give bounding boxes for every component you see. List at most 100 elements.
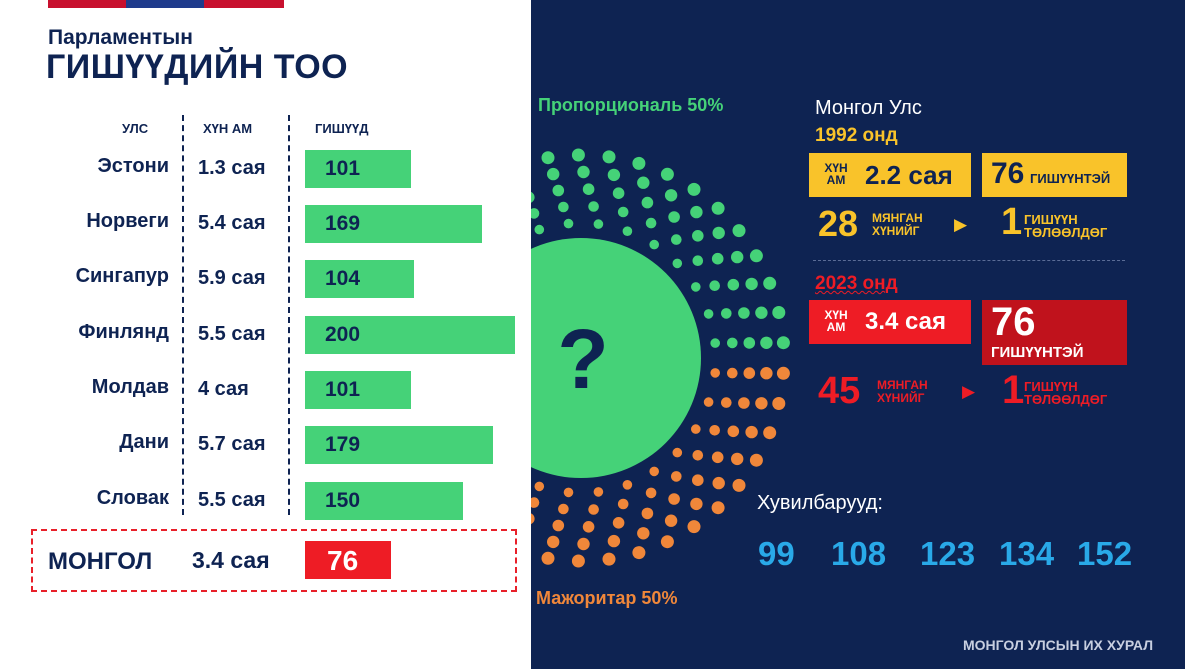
proportional-seat-dot bbox=[690, 205, 703, 219]
center-circle bbox=[531, 238, 701, 478]
majoritarian-seat-dot bbox=[687, 520, 701, 534]
proportional-seat-dot bbox=[660, 167, 674, 181]
pop-2023-value: 3.4 сая bbox=[865, 308, 947, 335]
ratio-2023-unit: МЯНГАН bbox=[877, 378, 928, 392]
page-subtitle: Парламентын bbox=[48, 26, 193, 49]
proportional-seat-dot bbox=[749, 249, 763, 263]
proportional-seat-dot bbox=[617, 206, 629, 218]
col-header-population: ХҮН АМ bbox=[203, 121, 253, 136]
members-1992-number: 76 bbox=[991, 157, 1025, 190]
variant-option: 152 bbox=[1077, 535, 1133, 572]
bar: 150 bbox=[305, 482, 463, 520]
population-label: 5.7 сая bbox=[198, 433, 266, 455]
majoritarian-seat-dot bbox=[534, 481, 545, 492]
country-label: Сингапур bbox=[75, 265, 169, 287]
rep-2023-number: 1 bbox=[1002, 368, 1025, 412]
pop-2023-label: ХҮН АМ bbox=[824, 308, 848, 334]
arrow-1992-icon: ▶ bbox=[954, 215, 968, 234]
proportional-seat-dot bbox=[547, 167, 560, 181]
majoritarian-seat-dot bbox=[547, 535, 560, 549]
majoritarian-seat-dot bbox=[692, 474, 704, 487]
proportional-seat-dot bbox=[738, 307, 750, 319]
majoritarian-seat-dot bbox=[745, 425, 758, 439]
proportional-seat-dot bbox=[732, 224, 746, 238]
country-label: Дани bbox=[119, 431, 169, 453]
col-header-members: ГИШҮҮД bbox=[315, 121, 369, 136]
majoritarian-seat-dot bbox=[632, 546, 646, 560]
majoritarian-seat-dot bbox=[690, 497, 703, 511]
ratio-1992-unit: МЯНГАН bbox=[872, 211, 923, 225]
year-1992-label: 1992 онд bbox=[815, 125, 898, 146]
majoritarian-seat-dot bbox=[649, 466, 659, 477]
bar-value-label: 104 bbox=[325, 267, 361, 290]
bar: 169 bbox=[305, 205, 482, 243]
country-label: Норвеги bbox=[86, 210, 169, 232]
proportional-seat-dot bbox=[712, 226, 725, 240]
majoritarian-seat-dot bbox=[711, 451, 724, 464]
variant-option: 108 bbox=[831, 535, 887, 572]
column-divider bbox=[182, 115, 184, 515]
proportional-seat-dot bbox=[563, 218, 574, 229]
bar: 200 bbox=[305, 316, 515, 354]
highlight-bar: 76 bbox=[305, 541, 391, 579]
column-divider bbox=[288, 115, 290, 515]
proportional-seat-dot bbox=[776, 336, 790, 350]
proportional-seat-dot bbox=[588, 201, 599, 212]
country-label: Финлянд bbox=[78, 321, 169, 343]
majoritarian-seat-dot bbox=[711, 501, 725, 515]
majoritarian-seat-dot bbox=[558, 503, 569, 515]
proportional-seat-dot bbox=[692, 255, 704, 266]
proportional-seat-dot bbox=[571, 148, 585, 162]
proportional-seat-dot bbox=[710, 338, 720, 348]
highlight-box bbox=[31, 529, 517, 592]
proportional-seat-dot bbox=[582, 183, 595, 195]
members-1992-word: ГИШҮҮНТЭЙ bbox=[1030, 171, 1111, 186]
proportional-seat-dot bbox=[558, 201, 569, 213]
proportional-seat-dot bbox=[672, 258, 683, 269]
majoritarian-seat-dot bbox=[703, 397, 714, 407]
proportional-seat-dot bbox=[637, 176, 650, 189]
bar-value-label: 101 bbox=[325, 378, 361, 401]
country-title: Монгол Улс bbox=[815, 97, 922, 119]
rep-2023-verb: ТӨЛӨӨЛДӨГ bbox=[1024, 392, 1108, 407]
proportional-seat-dot bbox=[763, 276, 777, 290]
highlight-value: 76 bbox=[327, 545, 359, 576]
proportional-seat-dot bbox=[687, 182, 701, 196]
bar: 101 bbox=[305, 150, 411, 188]
bar: 101 bbox=[305, 371, 411, 409]
population-label: 4 сая bbox=[198, 378, 249, 400]
seat-distribution-diagram: ? bbox=[531, 148, 790, 568]
proportional-seat-dot bbox=[607, 168, 621, 182]
proportional-seat-dot bbox=[743, 337, 756, 349]
proportional-seat-dot bbox=[745, 277, 758, 291]
page-title: ГИШҮҮДИЙН ТОО bbox=[46, 48, 349, 86]
members-1992-box: 76 ГИШҮҮНТЭЙ bbox=[982, 153, 1127, 197]
majoritarian-seat-dot bbox=[577, 537, 590, 551]
highlight-country: МОНГОЛ bbox=[48, 548, 153, 575]
majoritarian-label: Мажоритар 50% bbox=[536, 588, 678, 608]
population-label: 5.9 сая bbox=[198, 267, 266, 289]
proportional-seat-dot bbox=[691, 282, 701, 292]
ratio-1992-number: 28 bbox=[818, 203, 859, 244]
majoritarian-seat-dot bbox=[731, 452, 744, 466]
population-label: 5.5 сая bbox=[198, 489, 266, 511]
proportional-seat-dot bbox=[721, 308, 732, 319]
proportional-seat-dot bbox=[534, 224, 545, 235]
section-divider bbox=[813, 260, 1125, 261]
majoritarian-seat-dot bbox=[531, 497, 540, 508]
proportional-seat-dot bbox=[552, 184, 565, 197]
majoritarian-seat-dot bbox=[738, 397, 750, 409]
majoritarian-seat-dot bbox=[712, 476, 725, 490]
proportional-seat-dot bbox=[593, 219, 604, 229]
variants-label: Хувилбарууд: bbox=[757, 492, 883, 514]
country-label: Словак bbox=[96, 487, 169, 509]
proportional-seat-dot bbox=[541, 151, 555, 165]
proportional-seat-dot bbox=[727, 278, 740, 291]
proportional-seat-dot bbox=[612, 187, 625, 199]
flag-stripe bbox=[48, 0, 284, 8]
proportional-seat-dot bbox=[645, 217, 657, 229]
rep-2023-word: ГИШҮҮН bbox=[1024, 379, 1078, 394]
members-2023-word: ГИШҮҮНТЭЙ bbox=[991, 344, 1084, 361]
bar-value-label: 179 bbox=[325, 433, 361, 456]
proportional-seat-dot bbox=[755, 306, 768, 319]
